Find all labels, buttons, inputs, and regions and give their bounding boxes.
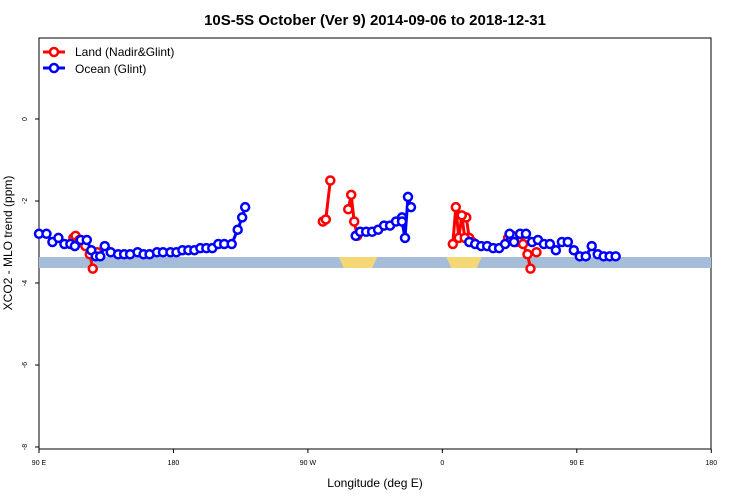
series-1-point-3-6 [499,238,511,250]
legend-label-land: Land (Nadir&Glint) [75,45,174,59]
y-axis-label: XCO2 - MLO trend (ppm) [1,176,15,311]
series-0-point-5-0 [447,238,459,250]
series-0-point-2-0 [342,203,354,215]
series-1-point-2-3 [405,201,417,213]
land-patch-1 [446,257,482,268]
series-1-point-2-0 [396,216,408,227]
series-1-point-3-14 [544,238,556,250]
legend-label-ocean: Ocean (Glint) [75,62,146,76]
series-1-point-0-12 [99,240,110,252]
y-tick-label-2: -4 [22,280,29,286]
y-tick-label-1: -2 [22,198,29,204]
series-1-point-0-33 [232,224,243,235]
series-1-point-3-17 [562,236,574,248]
series-0-point-3-1 [320,214,332,225]
x-tick-label-3: 0 [440,460,444,467]
x-tick-label-0: 90 E [32,460,47,467]
series-1-point-3-8 [508,236,520,248]
series-0-point-3-2 [325,175,336,186]
series-1-point-3-15 [550,244,562,256]
series-0-point-6-4 [517,238,529,250]
series-1-point-3-10 [520,228,532,240]
series-0-point-5-1 [450,201,462,213]
chart-title: 10S-5S October (Ver 9) 2014-09-06 to 201… [204,12,546,29]
series-1-point-0-1 [41,228,52,240]
legend-marker-ocean [48,62,60,74]
x-tick-label-4: 90 E [570,460,585,467]
series-1-point-0-34 [236,212,248,223]
series-1-point-3-25 [610,251,621,262]
land-patch-0 [338,257,378,268]
series-1-point-0-35 [239,201,251,213]
series-0-point-0-6 [87,263,99,274]
series-1-point-0-8 [81,234,93,246]
series-1-point-3-7 [504,228,515,240]
series-1-point-2-1 [399,232,411,244]
x-tick-label-2: 90 W [300,460,317,467]
series-1-point-0-6 [69,240,81,252]
x-tick-label-5: 180 [705,460,717,467]
plot-frame [38,37,712,450]
series-0-point-2-1 [345,189,357,201]
x-tick-label-1: 180 [168,460,180,467]
y-axis: 0 -2 -4 -6 -8 [22,117,39,450]
surface-strip [39,257,711,268]
series-1-point-3-20 [580,251,592,262]
series-1-point-3-18 [568,244,580,256]
series-0-point-5-3 [456,210,468,221]
y-tick-label-3: -6 [22,362,29,368]
series-1-point-0-32 [226,238,237,250]
series-layer [33,175,621,274]
series-1 [33,191,621,262]
series-0-point-2-2 [348,216,360,227]
series-1-point-3-21 [586,240,597,252]
series-1-point-2-2 [402,191,414,203]
legend: Land (Nadir&Glint) Ocean (Glint) [43,45,174,76]
y-tick-label-4: -8 [22,444,29,450]
y-tick-label-0: 0 [22,117,29,121]
ocean-strip [39,257,711,268]
series-1-point-0-3 [53,232,64,244]
series-1-point-0-11 [94,251,106,262]
legend-marker-land [48,46,60,58]
x-axis: 90 E 180 90 W 0 90 E 180 [32,449,717,467]
series-0-point-6-5 [522,249,533,260]
series-0-point-6-6 [525,263,536,274]
series-0-point-7-0 [531,247,542,258]
x-axis-label: Longitude (deg E) [327,476,422,490]
